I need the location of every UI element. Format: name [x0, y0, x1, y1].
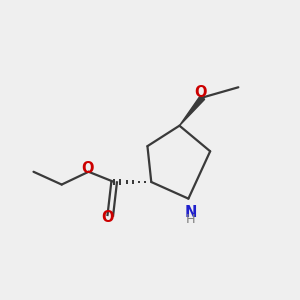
Text: H: H: [186, 213, 196, 226]
Text: O: O: [81, 161, 94, 176]
Text: O: O: [194, 85, 207, 100]
Text: O: O: [101, 210, 114, 225]
Polygon shape: [179, 96, 205, 126]
Text: N: N: [185, 205, 197, 220]
